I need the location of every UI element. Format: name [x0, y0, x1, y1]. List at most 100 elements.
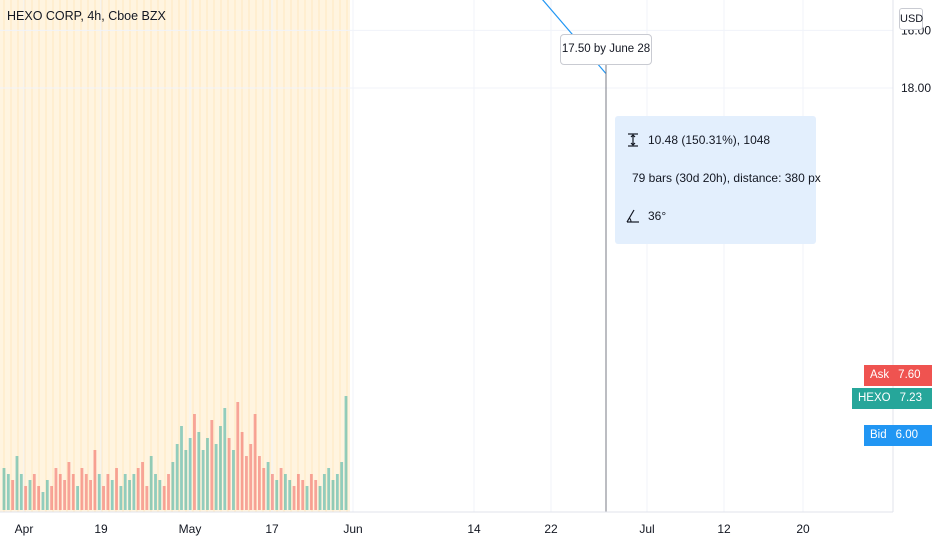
- volume-bar: [219, 426, 222, 510]
- bars-range-text: 79 bars (30d 20h), distance: 380 px: [632, 170, 821, 185]
- volume-bar: [71, 474, 75, 510]
- price-tick-label: 18.00: [901, 81, 931, 95]
- volume-bar: [158, 480, 162, 510]
- time-axis: Apr 19 May 17 Jun 14 22 Jul 12 20: [15, 522, 810, 536]
- volume-bar: [258, 456, 261, 510]
- time-tick-label: 19: [94, 522, 108, 536]
- trend-line: [542, 0, 607, 74]
- volume-bar: [188, 438, 192, 510]
- volume-bar: [89, 480, 92, 510]
- trend-info-box: 10.48 (150.31%), 1048 79 bars (30d 20h),…: [615, 116, 821, 244]
- volume-bars: [2, 396, 348, 510]
- volume-bar: [50, 486, 54, 510]
- volume-bar: [24, 486, 28, 510]
- time-tick-label: Jul: [639, 522, 654, 536]
- symbol-label: HEXO: [858, 392, 891, 404]
- volume-bar: [335, 474, 339, 510]
- volume-bar: [84, 474, 88, 510]
- volume-bar: [180, 426, 183, 510]
- volume-bar: [136, 468, 140, 510]
- volume-bar: [41, 492, 45, 510]
- bid-price-tag: Bid 6.00: [864, 425, 932, 446]
- volume-bar: [149, 456, 153, 510]
- grid-lines: [0, 0, 893, 512]
- time-tick-label: Jun: [343, 522, 362, 536]
- volume-bar: [11, 480, 15, 510]
- volume-bar: [58, 474, 62, 510]
- ask-label: Ask: [870, 369, 890, 381]
- volume-bar: [45, 480, 49, 510]
- volume-bar: [145, 486, 149, 510]
- volume-bar: [15, 456, 19, 510]
- volume-bar: [97, 474, 101, 510]
- volume-bar: [262, 468, 266, 510]
- last-price-tag: HEXO 7.23: [852, 388, 932, 409]
- volume-bar: [288, 480, 292, 510]
- price-change-text: 10.48 (150.31%), 1048: [648, 132, 771, 147]
- volume-bar: [318, 486, 322, 510]
- volume-bar: [2, 468, 6, 510]
- volume-bar: [206, 438, 209, 510]
- volume-bar: [236, 402, 240, 510]
- bid-label: Bid: [870, 429, 887, 441]
- volume-bar: [214, 444, 218, 510]
- volume-bar: [63, 480, 67, 510]
- volume-bar: [210, 420, 214, 510]
- volume-bar: [123, 474, 127, 510]
- volume-bar: [171, 462, 175, 510]
- volume-bar: [301, 480, 305, 510]
- volume-bar: [184, 450, 188, 510]
- volume-bar: [110, 480, 114, 510]
- volume-bar: [283, 474, 287, 510]
- time-tick-label: 14: [467, 522, 481, 536]
- volume-bar: [309, 474, 313, 510]
- volume-bar: [340, 462, 344, 510]
- volume-bar: [141, 462, 144, 510]
- volume-bar: [67, 462, 71, 510]
- volume-bar: [154, 474, 157, 510]
- volume-bar: [37, 486, 41, 510]
- angle-row: 36°: [625, 207, 816, 224]
- volume-bar: [245, 456, 248, 510]
- volume-bar: [240, 432, 244, 510]
- volume-bar: [6, 474, 10, 510]
- volume-bar: [32, 474, 36, 510]
- volume-bar: [266, 462, 270, 510]
- volume-bar: [54, 468, 58, 510]
- time-tick-label: May: [179, 522, 202, 536]
- volume-bar: [327, 468, 331, 510]
- volume-bar: [249, 444, 253, 510]
- volume-bar: [227, 438, 231, 510]
- volume-bar: [331, 480, 335, 510]
- time-tick-label: 20: [796, 522, 810, 536]
- volume-bar: [201, 450, 205, 510]
- price-change-row: 10.48 (150.31%), 1048: [625, 131, 816, 148]
- last-price-value: 7.23: [899, 392, 922, 404]
- volume-bar: [322, 474, 326, 510]
- currency-button[interactable]: USD: [899, 8, 923, 30]
- volume-bar: [119, 486, 123, 510]
- volume-bar: [344, 396, 348, 510]
- price-range-icon: [628, 132, 638, 147]
- volume-bar: [253, 414, 257, 510]
- ask-value: 7.60: [898, 369, 921, 381]
- volume-bar: [175, 444, 179, 510]
- volume-bar: [167, 474, 170, 510]
- time-tick-label: 22: [544, 522, 558, 536]
- volume-bar: [279, 468, 283, 510]
- ask-price-tag: Ask 7.60: [864, 365, 932, 386]
- time-tick-label: 17: [265, 522, 279, 536]
- session-band: [0, 0, 350, 512]
- volume-bar: [106, 474, 110, 510]
- volume-bar: [193, 414, 196, 510]
- bid-value: 6.00: [895, 429, 919, 441]
- volume-bar: [132, 474, 136, 510]
- volume-bar: [305, 486, 309, 510]
- volume-bar: [162, 486, 166, 510]
- volume-bar: [28, 480, 32, 510]
- volume-bar: [19, 474, 23, 510]
- symbol-title[interactable]: HEXO CORP, 4h, Cboe BZX: [7, 9, 166, 23]
- volume-bar: [102, 486, 105, 510]
- time-tick-label: Apr: [15, 522, 34, 536]
